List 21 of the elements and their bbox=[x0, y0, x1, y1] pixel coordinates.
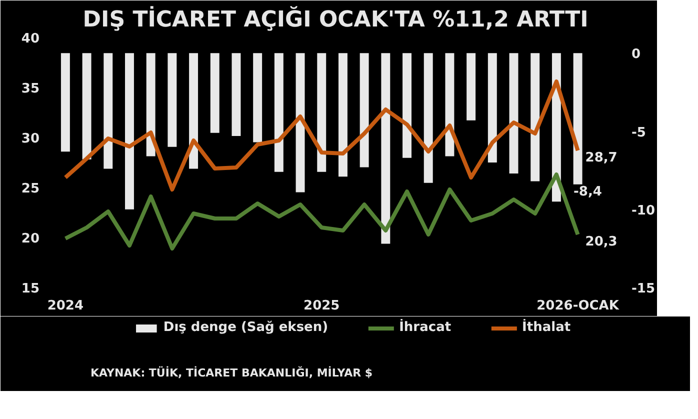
x-tick-label: 2026-OCAK bbox=[536, 298, 620, 314]
data-label: 20,3 bbox=[585, 234, 618, 250]
y-tick-label: 25 bbox=[21, 182, 40, 196]
legend-label: İhracat bbox=[399, 320, 452, 335]
y-tick-label: 20 bbox=[21, 232, 40, 246]
y2-tick-label: 0 bbox=[632, 47, 641, 62]
y-tick-label: 35 bbox=[21, 82, 40, 96]
y-tick-label: 30 bbox=[21, 132, 40, 146]
text: KAYNAK: TÜİK, TİCARET BAKANLIĞI, MİLYAR $ bbox=[90, 366, 373, 380]
x-tick-label: 2025 bbox=[304, 298, 340, 314]
y2-tick-label: -5 bbox=[632, 125, 646, 140]
y2-tick-label: -15 bbox=[632, 282, 655, 296]
x-tick-label: 2024 bbox=[47, 298, 84, 314]
data-label: 28,7 bbox=[585, 150, 618, 166]
y-tick-label: 15 bbox=[21, 282, 40, 296]
data-label: -8,4 bbox=[574, 184, 602, 200]
y-tick-label: 40 bbox=[21, 32, 40, 46]
legend-label: İthalat bbox=[522, 320, 571, 335]
legend-label: Dış denge (Sağ eksen) bbox=[163, 320, 328, 335]
chart-title: DIŞ TİCARET AÇIĞI OCAK'TA %11,2 ARTTI bbox=[82, 6, 588, 32]
y2-tick-label: -10 bbox=[632, 203, 655, 218]
